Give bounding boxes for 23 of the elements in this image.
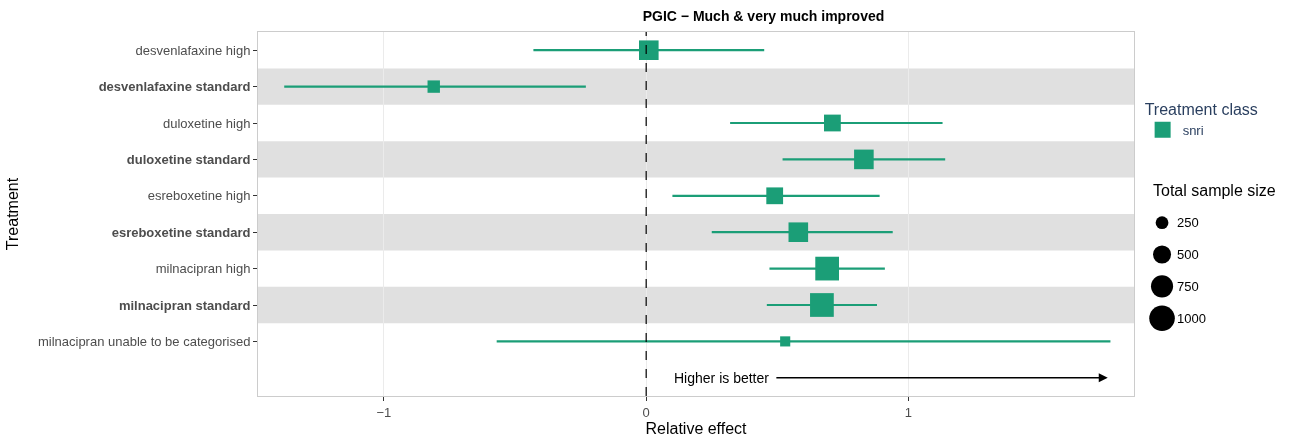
x-tick-label: 0 (642, 404, 650, 420)
text: Total sample size (1153, 182, 1276, 199)
y-tick-label: milnacipran standard (118, 297, 251, 313)
legend-label: snri (1182, 122, 1204, 138)
legend-label: 250 (1177, 215, 1199, 230)
y-tick-label: milnacipran unable to be categorised (37, 333, 251, 349)
y-tick-label: duloxetine standard (126, 151, 251, 167)
chart-title: PGIC − Much & very much improved (642, 7, 885, 24)
x-axis-title: Relative effect (645, 420, 748, 438)
legend-label: 1000 (1177, 311, 1206, 326)
y-tick-label: milnacipran high (155, 261, 251, 277)
y-tick-label: desvenlafaxine standard (98, 79, 251, 95)
y-tick-label: esreboxetine high (147, 188, 251, 204)
y-tick-label: desvenlafaxine high (135, 42, 251, 58)
annotation: Higher is better (674, 370, 770, 386)
x-tick-label: −1 (376, 404, 392, 420)
legend-label: 750 (1177, 279, 1199, 294)
y-axis-title: Treatment (3, 177, 21, 251)
legend-label: 500 (1177, 247, 1199, 262)
y-tick-label: esreboxetine standard (111, 224, 251, 240)
y-tick-label: duloxetine high (162, 115, 251, 131)
x-tick-label: 1 (904, 404, 913, 420)
legend-title: Treatment class (1144, 100, 1258, 118)
